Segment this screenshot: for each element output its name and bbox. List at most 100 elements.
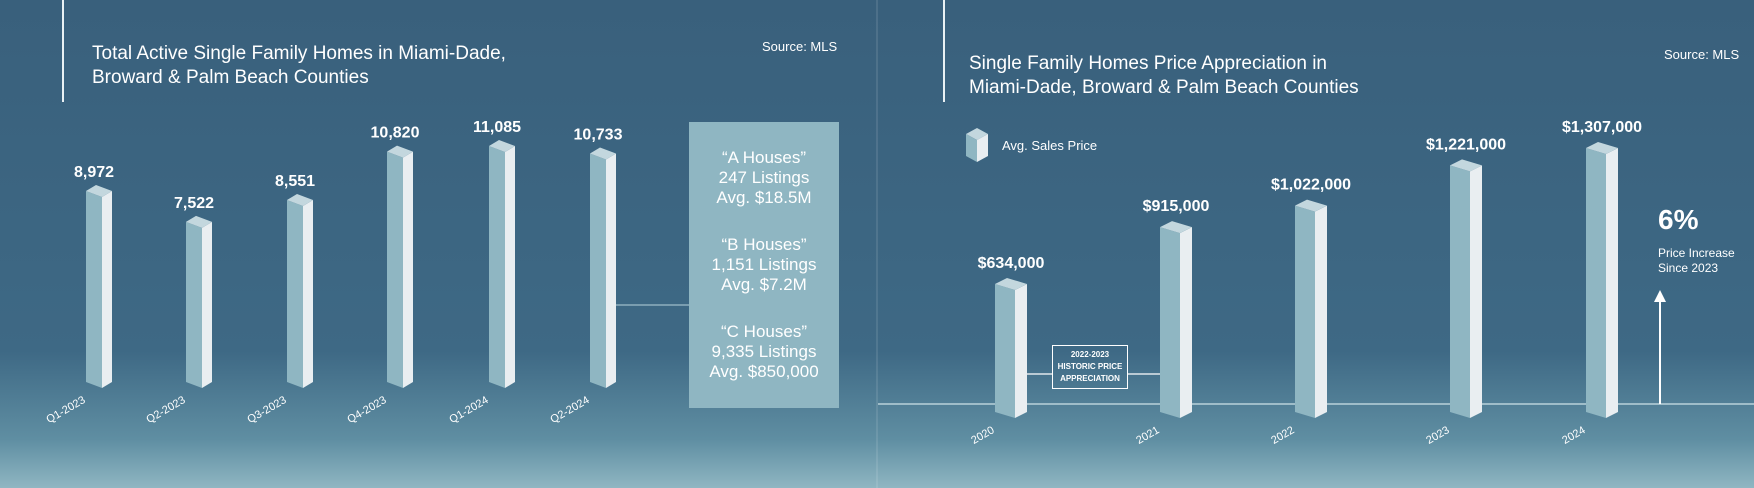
bar-Q1-2024: [489, 140, 515, 388]
bar-top-face: [1450, 159, 1482, 172]
b-houses-name: “B Houses”: [721, 234, 807, 254]
historic-text-2: APPRECIATION: [1060, 374, 1120, 383]
bar-front-face: [489, 146, 505, 388]
bar-front-face: [1160, 227, 1180, 418]
bar-side-face: [606, 153, 616, 388]
c-houses-group: “C Houses” 9,335 Listings Avg. $850,000: [689, 322, 839, 382]
a-houses-listings: 247 Listings: [718, 167, 810, 187]
source-label: Source: MLS: [1664, 47, 1740, 62]
chart-legend: Avg. Sales Price: [966, 128, 1097, 162]
bar-side-face: [403, 151, 413, 388]
bar-side-face: [505, 146, 515, 388]
historic-text-1: HISTORIC PRICE: [1057, 362, 1123, 371]
historic-appreciation-box: 2022-2023 HISTORIC PRICE APPRECIATION: [1052, 345, 1128, 389]
bar-Q1-2023: [86, 184, 112, 388]
value-label: $634,000: [978, 255, 1045, 272]
value-label: 10,733: [574, 126, 623, 143]
bar-top-face: [186, 215, 212, 228]
x-tick-label: Q4-2023: [345, 394, 388, 426]
x-tick-label: 2023: [1424, 424, 1451, 447]
c-houses-name: “C Houses”: [721, 322, 807, 342]
bar-front-face: [186, 221, 202, 388]
bar-top-face: [287, 193, 313, 206]
a-houses-group: “A Houses” 247 Listings Avg. $18.5M: [689, 148, 839, 208]
bar-front-face: [995, 283, 1015, 418]
chart-title: Total Active Single Family Homes in Miam…: [92, 42, 506, 90]
left-chart-panel: Total Active Single Family Homes in Miam…: [0, 0, 876, 488]
bar-front-face: [86, 190, 102, 388]
chart-title-line-1: Single Family Homes Price Appreciation i…: [969, 53, 1327, 74]
value-label: 10,820: [371, 125, 420, 142]
bar-top-face: [590, 147, 616, 160]
bar-front-face: [387, 151, 403, 388]
bar-front-face: [1450, 165, 1470, 418]
bar-side-face: [102, 190, 112, 388]
bar-top-face: [86, 184, 112, 197]
x-tick-label: 2020: [969, 424, 996, 447]
chart-title-line-2: Broward & Palm Beach Counties: [92, 67, 369, 88]
price-increase-line-2: Since 2023: [1658, 261, 1719, 275]
bar-top-face: [1586, 142, 1618, 154]
value-label: 7,522: [174, 195, 214, 212]
value-label: 11,085: [473, 119, 521, 136]
bar-side-face: [1470, 165, 1482, 418]
bar-2024: [1586, 142, 1618, 418]
value-label: 8,972: [74, 164, 114, 181]
bar-2023: [1450, 159, 1482, 418]
panel-divider: [876, 0, 878, 488]
x-tick-label: Q2-2023: [144, 394, 187, 426]
left-bar-chart: 8,972 Q1-2023 7,522 Q2-2023 8,551 Q3-2023 10,8…: [44, 119, 689, 426]
c-houses-listings: 9,335 Listings: [711, 342, 817, 362]
bar-side-face: [303, 199, 313, 388]
bar-Q2-2023: [186, 215, 212, 388]
bar-front-face: [1586, 148, 1606, 418]
bar-side-face: [1015, 283, 1027, 418]
bar-Q2-2024: [590, 147, 616, 388]
x-tick-label: 2021: [1134, 424, 1161, 447]
chart-title-line-1: Total Active Single Family Homes in Miam…: [92, 43, 506, 64]
bar-top-face: [1160, 221, 1192, 234]
bar-2020: [995, 277, 1027, 418]
x-tick-label: 2024: [1560, 424, 1587, 447]
right-chart-panel: Single Family Homes Price Appreciation i…: [878, 0, 1754, 488]
c-houses-avg: Avg. $850,000: [709, 362, 819, 382]
legend-bar-icon: [966, 128, 988, 162]
b-houses-group: “B Houses” 1,151 Listings Avg. $7.2M: [689, 235, 839, 295]
bar-2022: [1295, 199, 1327, 418]
bar-top-face: [995, 277, 1027, 290]
bar-2021: [1160, 221, 1192, 418]
bar-side-face: [1606, 148, 1618, 418]
bar-front-face: [287, 199, 303, 388]
bar-side-face: [1180, 227, 1192, 418]
b-houses-avg: Avg. $7.2M: [721, 274, 807, 294]
bar-Q3-2023: [287, 193, 313, 388]
value-label: $1,022,000: [1271, 177, 1351, 194]
bar-top-face: [1295, 199, 1327, 212]
title-accent-line: [62, 0, 64, 102]
bar-front-face: [1295, 205, 1315, 418]
a-houses-name: “A Houses”: [721, 147, 807, 167]
a-houses-avg: Avg. $18.5M: [716, 187, 812, 207]
x-tick-label: 2022: [1269, 424, 1296, 447]
price-increase-value: 6%: [1658, 204, 1699, 235]
right-bar-chart: $634,000 2020 $915,000 2021 $1,022,000 2022 $1…: [878, 119, 1754, 447]
historic-years: 2022-2023: [1070, 350, 1110, 359]
value-label: $1,307,000: [1562, 119, 1642, 136]
price-increase-line-1: Price Increase: [1658, 246, 1735, 260]
value-label: $915,000: [1143, 198, 1210, 215]
bar-top-face: [489, 140, 515, 152]
bar-Q4-2023: [387, 145, 413, 388]
x-tick-label: Q1-2023: [44, 394, 87, 426]
house-category-box: “A Houses” 247 Listings Avg. $18.5M “B H…: [689, 122, 839, 408]
increase-arrow-head: [1654, 290, 1666, 302]
x-tick-label: Q3-2023: [245, 394, 288, 426]
bar-top-face: [387, 145, 413, 158]
bar-front-face: [590, 153, 606, 388]
legend-label: Avg. Sales Price: [1002, 137, 1098, 153]
value-label: 8,551: [275, 173, 315, 190]
value-label: $1,221,000: [1426, 136, 1506, 153]
b-houses-listings: 1,151 Listings: [711, 254, 817, 274]
source-label: Source: MLS: [762, 39, 838, 54]
bar-side-face: [202, 221, 212, 388]
chart-title: Single Family Homes Price Appreciation i…: [969, 52, 1359, 100]
